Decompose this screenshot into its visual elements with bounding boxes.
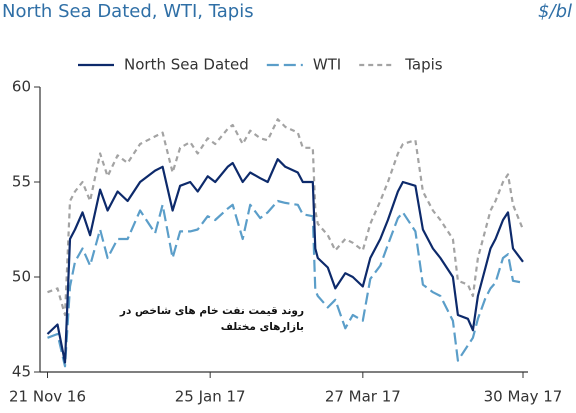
- x-tick-label: 30 May 17: [484, 388, 563, 406]
- x-tick-label: 27 Mar 17: [325, 388, 401, 406]
- y-tick-label: 50: [12, 268, 31, 286]
- unit-label: $/bl: [538, 1, 572, 22]
- y-tick-label: 45: [12, 363, 31, 381]
- y-tick-label: 55: [12, 173, 31, 191]
- x-tick-label: 25 Jan 17: [175, 388, 246, 406]
- series-line: [47, 199, 524, 368]
- legend-label: WTI: [313, 56, 341, 74]
- annotation: روند قیمت نفت خام های شاخص در بازارهای م…: [119, 305, 304, 333]
- series-line: [46, 158, 524, 364]
- y-tick-label: 60: [12, 78, 31, 96]
- x-tick-label: 21 Nov 16: [9, 388, 86, 406]
- series-line: [47, 118, 525, 317]
- legend-label: Tapis: [404, 56, 443, 74]
- legend-label: North Sea Dated: [124, 56, 249, 74]
- chart-title: North Sea Dated, WTI, Tapis: [2, 1, 254, 22]
